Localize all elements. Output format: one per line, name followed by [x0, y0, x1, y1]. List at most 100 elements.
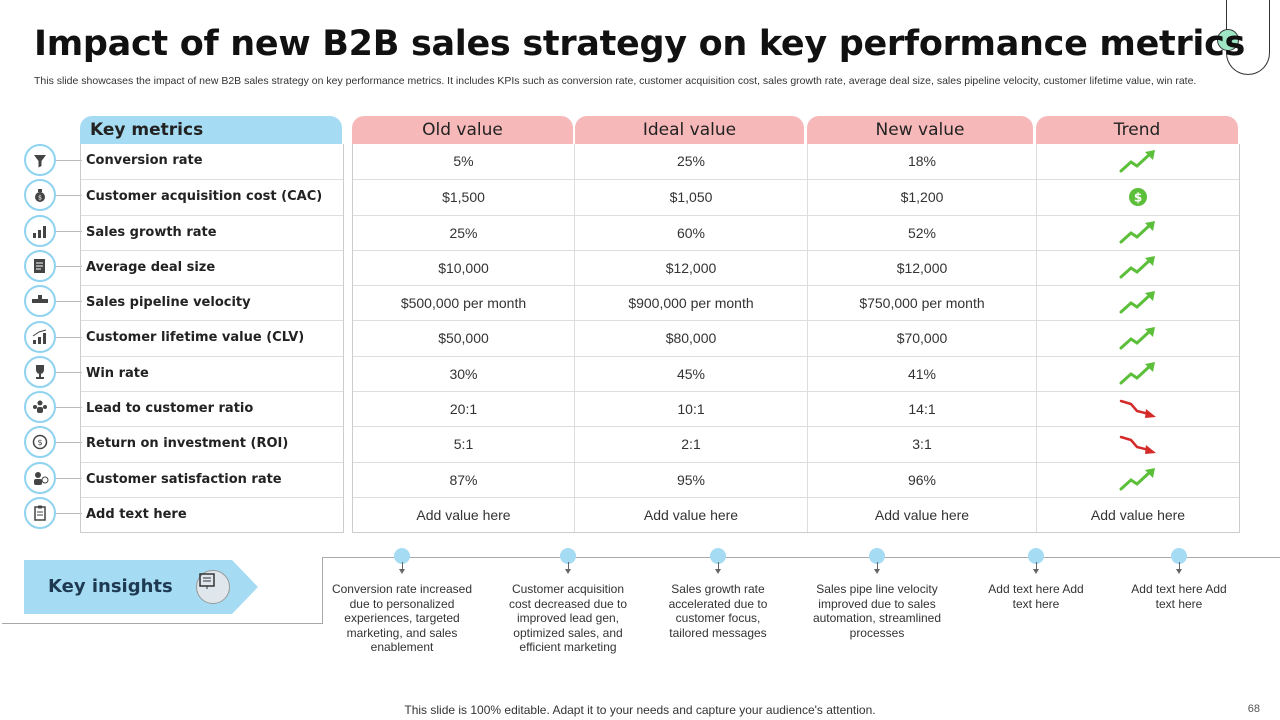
old-value-header: Old value [352, 116, 573, 144]
metric-row: Add text here [81, 496, 343, 532]
icon-connector [56, 160, 82, 161]
ideal-value-cell: 2:1 [574, 427, 807, 462]
timeline-dot [1171, 548, 1187, 564]
ideal-value-cell: 45% [574, 356, 807, 392]
metric-row: Customer lifetime value (CLV) [81, 320, 343, 355]
value-row: $500,000 per month $900,000 per month $750… [353, 285, 1239, 321]
svg-text:$: $ [1134, 191, 1142, 205]
new-value-cell: $1,200 [807, 180, 1036, 215]
trophy-icon [24, 355, 56, 388]
dollar-icon: $ [1036, 180, 1239, 215]
metric-name: Average deal size [86, 259, 216, 275]
ideal-value-cell: $12,000 [574, 250, 807, 286]
metric-values-table: 5% 25% 18% $1,500 $1,050 $1,200 $25% 60% 52% $10,… [352, 144, 1240, 534]
svg-text:$: $ [37, 438, 42, 447]
slide-title: Impact of new B2B sales strategy on key … [34, 24, 1246, 64]
funnel-icon [24, 144, 56, 176]
value-row: 5:1 2:1 3:1 [353, 426, 1239, 462]
timeline-arrow [568, 562, 569, 572]
trend-header: Trend [1036, 116, 1238, 144]
new-value-cell: $12,000 [807, 250, 1036, 286]
metric-name-column: Conversion rate Customer acquisition cost… [80, 144, 344, 534]
timeline-arrowhead [1176, 569, 1182, 574]
timeline-dot [560, 548, 576, 564]
metric-name: Customer lifetime value (CLV) [86, 330, 305, 346]
presentation-icon [196, 570, 230, 604]
timeline-arrowhead [1033, 569, 1039, 574]
trend-up-icon [1036, 250, 1239, 286]
satisfied-customer-icon [24, 461, 56, 494]
roi-coin-icon: $ [24, 426, 56, 459]
timeline-dot [710, 548, 726, 564]
timeline-dot [1028, 548, 1044, 564]
trend-up-icon [1036, 144, 1239, 180]
timeline-connector [322, 557, 323, 623]
trend-up-icon [1036, 321, 1239, 356]
trend-up-icon [1036, 356, 1239, 392]
metric-name: Sales growth rate [86, 224, 217, 240]
trend-down-icon [1036, 427, 1239, 462]
metric-name: Customer acquisition cost (CAC) [86, 189, 323, 205]
old-value-cell: 25% [449, 224, 478, 241]
value-row: 87% 95% 96% [353, 461, 1239, 497]
metric-row: Conversion rate [81, 144, 343, 179]
value-row: 25% 60% 52% [353, 214, 1239, 250]
trend-up-icon [1036, 215, 1239, 250]
old-value-cell: 5:1 [453, 436, 474, 453]
metric-row: Win rate [81, 355, 343, 391]
timeline-arrow [1179, 562, 1180, 572]
timeline-arrow [402, 562, 403, 572]
footer-note: This slide is 100% editable. Adapt it to… [404, 703, 876, 717]
icon-connector [56, 301, 82, 303]
value-row: Add value here Add value here Add value he… [353, 496, 1239, 533]
metric-name: Customer satisfaction rate [86, 471, 282, 487]
value-row: $1,500 $1,050 $1,200 $ [353, 179, 1239, 215]
metric-row: Lead to customer ratio [81, 391, 343, 426]
timeline-arrow [718, 562, 719, 572]
ideal-value-cell: 95% [574, 462, 807, 497]
old-value-cell: 87% [449, 471, 478, 488]
old-value-cell: $50,000 [438, 330, 489, 347]
metric-name: Win rate [86, 365, 149, 381]
metric-row: Customer satisfaction rate [81, 461, 343, 497]
key-insights-label: Key insights [48, 576, 173, 597]
timeline-arrowhead [399, 569, 405, 574]
pipeline-icon [24, 285, 56, 318]
trend-up-icon [1036, 286, 1239, 321]
trend-value-cell: Add value here [1036, 497, 1239, 533]
timeline-arrow [877, 562, 878, 572]
timeline-arrowhead [874, 569, 880, 574]
new-value-cell: Add value here [807, 497, 1036, 533]
icon-connector [56, 265, 82, 267]
ideal-value-cell: 10:1 [574, 392, 807, 427]
metric-name: Conversion rate [86, 153, 203, 168]
people-group-icon [24, 391, 56, 424]
metric-row: Return on investment (ROI) [81, 426, 343, 461]
icon-connector [56, 230, 82, 232]
svg-text:$: $ [38, 195, 42, 202]
page-number: 68 [1247, 703, 1260, 715]
new-value-cell: 14:1 [807, 392, 1036, 427]
old-value-cell: 5% [453, 153, 474, 169]
icon-connector [56, 513, 82, 514]
old-value-cell: Add value here [416, 506, 511, 523]
timeline-base-line [2, 623, 323, 624]
timeline-dot [394, 548, 410, 564]
key-insights-box: Key insights [24, 560, 258, 614]
trend-down-icon [1036, 392, 1239, 427]
new-value-cell: 41% [807, 356, 1036, 392]
new-value-cell: 18% [807, 144, 1036, 180]
ideal-value-cell: 60% [574, 215, 807, 250]
timeline-arrowhead [715, 569, 721, 574]
metric-name: Lead to customer ratio [86, 401, 254, 417]
timeline-line [322, 557, 1280, 558]
ideal-value-cell: 25% [574, 144, 807, 180]
slide-subtitle: This slide showcases the impact of new B… [34, 75, 1197, 87]
corner-decoration-dot [1217, 29, 1239, 51]
metric-row: Sales pipeline velocity [81, 285, 343, 320]
ideal-value-header: Ideal value [575, 116, 804, 144]
new-value-header: New value [807, 116, 1033, 144]
icon-connector [56, 442, 82, 444]
metric-row: Sales growth rate [81, 214, 343, 250]
growth-person-icon [24, 214, 56, 247]
